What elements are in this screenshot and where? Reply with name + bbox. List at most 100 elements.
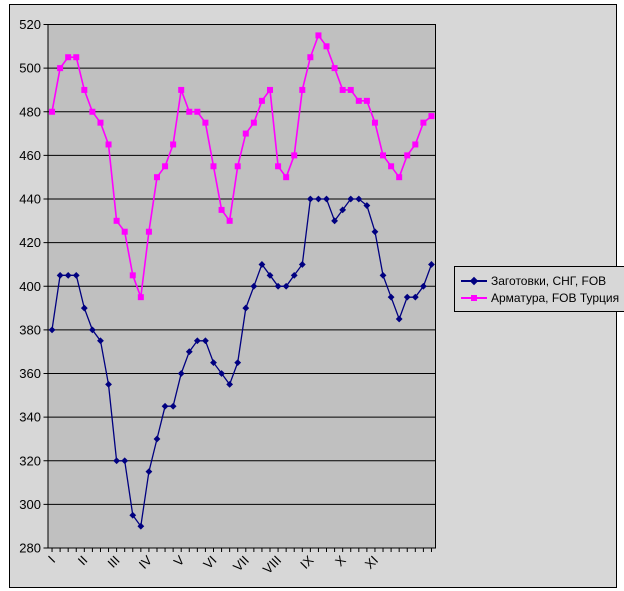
series1-point-marker — [97, 337, 104, 345]
series1-point-marker — [72, 271, 80, 279]
series1-point-marker — [226, 381, 234, 388]
series1-point-marker — [234, 359, 242, 366]
series1-point-marker — [210, 359, 217, 366]
series1-point-marker — [306, 195, 314, 203]
series1-point-marker — [48, 326, 56, 334]
series1-point-marker — [387, 293, 395, 301]
y-axis-label-520: 520 — [19, 17, 41, 32]
series2-point-marker — [194, 108, 201, 115]
series2-point-marker — [363, 97, 370, 104]
series1-point-marker — [411, 293, 419, 301]
series1-point-marker — [105, 381, 112, 388]
series1-point-marker — [266, 271, 274, 279]
series2-point-marker — [347, 86, 354, 93]
series1-point-marker — [290, 271, 298, 279]
series2-point-marker — [113, 217, 120, 224]
series2-point-marker — [97, 119, 104, 126]
x-axis-label-IX: IX — [297, 552, 317, 572]
series1-point-marker — [121, 457, 129, 465]
series1-point-marker — [89, 326, 96, 334]
series2-point-marker — [57, 65, 64, 72]
y-axis-label-340: 340 — [19, 410, 41, 425]
y-axis-label-480: 480 — [19, 104, 41, 119]
plot-svg: 280 300 320 340 360 380 400 420 440 460 480 500 520 I… — [19, 17, 436, 577]
series2-point-marker — [145, 228, 152, 235]
series2-point-marker — [121, 228, 128, 235]
series1-point-marker — [202, 337, 209, 345]
chart-area: 280 300 320 340 360 380 400 420 440 460 480 500 520 I… — [9, 4, 624, 588]
series1-point-marker — [242, 304, 250, 312]
series2-point-marker — [226, 217, 233, 224]
legend: Заготовки, СНГ, FOB Арматура, FOB Турция — [454, 266, 624, 312]
series1-point-marker — [137, 522, 145, 530]
series2-point-marker — [65, 54, 72, 61]
series2-point-marker — [250, 119, 257, 126]
series1-point-marker — [355, 195, 363, 203]
x-axis-label-VIII: VIII — [260, 553, 284, 577]
series1-point-marker — [331, 217, 338, 225]
series1-point-marker — [315, 195, 322, 203]
series1-point-marker — [323, 195, 330, 203]
x-axis-label-XI: XI — [362, 553, 381, 572]
series1-point-marker — [395, 315, 403, 323]
series2-point-marker — [315, 32, 322, 39]
series1-point-marker — [250, 282, 258, 290]
y-axis-label-400: 400 — [19, 279, 41, 294]
series2-point-marker — [178, 86, 185, 93]
series2-point-marker — [299, 86, 306, 93]
y-axis-label-500: 500 — [19, 61, 41, 76]
series2-point-marker — [186, 108, 193, 115]
series1-point-marker — [64, 271, 72, 279]
series2-point-marker — [331, 65, 338, 72]
series2-point-marker — [428, 113, 435, 120]
series2-point-marker — [105, 141, 112, 148]
x-axis-label-V: V — [171, 552, 188, 569]
series2-point-marker — [339, 86, 346, 93]
series2-point-marker — [412, 141, 419, 148]
y-axis-label-360: 360 — [19, 366, 41, 381]
series1-point-marker — [339, 206, 347, 214]
series2-point-marker — [396, 174, 403, 181]
series1-point-marker — [145, 468, 153, 476]
series1-point-marker — [419, 282, 427, 290]
series2-point-marker — [210, 163, 217, 170]
series2-point-marker — [234, 163, 241, 170]
legend-item-armatura: Арматура, FOB Турция — [461, 289, 619, 306]
series2-point-marker — [258, 97, 265, 104]
series2-point-marker — [89, 108, 96, 115]
x-axis-label-III: III — [104, 553, 122, 571]
series2-point-marker — [355, 97, 362, 104]
series-line-2 — [51, 33, 433, 298]
series1-point-marker — [161, 402, 169, 410]
series2-point-marker — [307, 54, 314, 61]
series1-point-marker — [428, 261, 435, 268]
series1-point-marker — [113, 457, 121, 465]
series1-point-marker — [298, 261, 306, 268]
y-axis-label-420: 420 — [19, 235, 41, 250]
series-line-1 — [51, 198, 433, 528]
legend-item-zagotovki: Заготовки, СНГ, FOB — [461, 272, 619, 289]
series2-point-marker — [371, 119, 378, 126]
series2-point-marker — [170, 141, 177, 148]
series1-point-marker — [274, 282, 282, 290]
series2-point-marker — [267, 86, 274, 93]
series1-point-marker — [193, 337, 201, 345]
series1-diamond-marker — [469, 276, 479, 285]
x-axis-label-II: II — [75, 553, 91, 569]
series1-point-marker — [379, 271, 387, 279]
series2-point-marker — [380, 152, 387, 159]
y-axis-label-320: 320 — [19, 453, 41, 468]
series2-point-marker — [275, 163, 282, 170]
series2-point-marker — [202, 119, 209, 126]
series2-point-marker — [81, 86, 88, 93]
series2-point-marker — [291, 152, 298, 159]
series2-point-marker — [73, 54, 80, 61]
series1-point-marker — [80, 304, 88, 312]
series1-point-marker — [347, 195, 355, 203]
series1-point-marker — [403, 293, 411, 301]
y-axis-label-280: 280 — [19, 541, 41, 556]
series2-point-marker — [162, 163, 169, 170]
series2-point-marker — [420, 119, 427, 126]
series1-point-marker — [258, 261, 266, 268]
